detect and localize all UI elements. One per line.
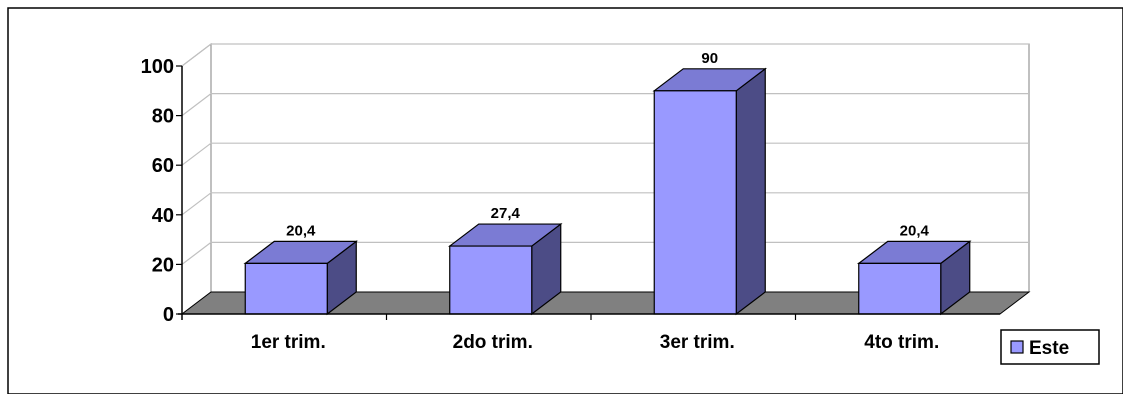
legend: Este <box>1000 329 1100 365</box>
y-tick-label: 40 <box>152 205 174 227</box>
x-tick-label: 1er trim. <box>251 332 326 353</box>
bar-side <box>735 67 766 316</box>
y-tick-label: 80 <box>152 106 174 128</box>
x-axis-labels: 1er trim. 2do trim. 3er trim. 4to trim. <box>251 332 939 353</box>
bars <box>243 67 972 316</box>
data-label: 20,4 <box>900 222 930 239</box>
bar <box>244 262 328 315</box>
x-tick-label: 4to trim. <box>864 332 939 353</box>
legend-label: Este <box>1029 338 1069 359</box>
y-tick-label: 0 <box>163 304 174 326</box>
bar <box>653 90 737 315</box>
y-tick-label: 20 <box>152 254 174 276</box>
x-tick-label: 3er trim. <box>660 332 735 353</box>
y-tick-label: 60 <box>152 155 174 177</box>
bar <box>858 262 942 315</box>
y-tick-label: 100 <box>141 56 174 78</box>
data-label: 90 <box>701 50 718 67</box>
gridline <box>181 43 1029 67</box>
y-axis-ticks: 0 20 40 60 80 100 <box>141 56 182 326</box>
x-tick-label: 2do trim. <box>453 332 533 353</box>
data-labels: 20,4 27,4 90 20,4 <box>286 50 929 240</box>
data-label: 20,4 <box>286 222 316 239</box>
axes <box>178 66 1000 320</box>
data-label: 27,4 <box>491 205 521 222</box>
legend-swatch <box>1010 340 1024 354</box>
side-wall <box>181 42 212 316</box>
bar <box>449 245 533 315</box>
